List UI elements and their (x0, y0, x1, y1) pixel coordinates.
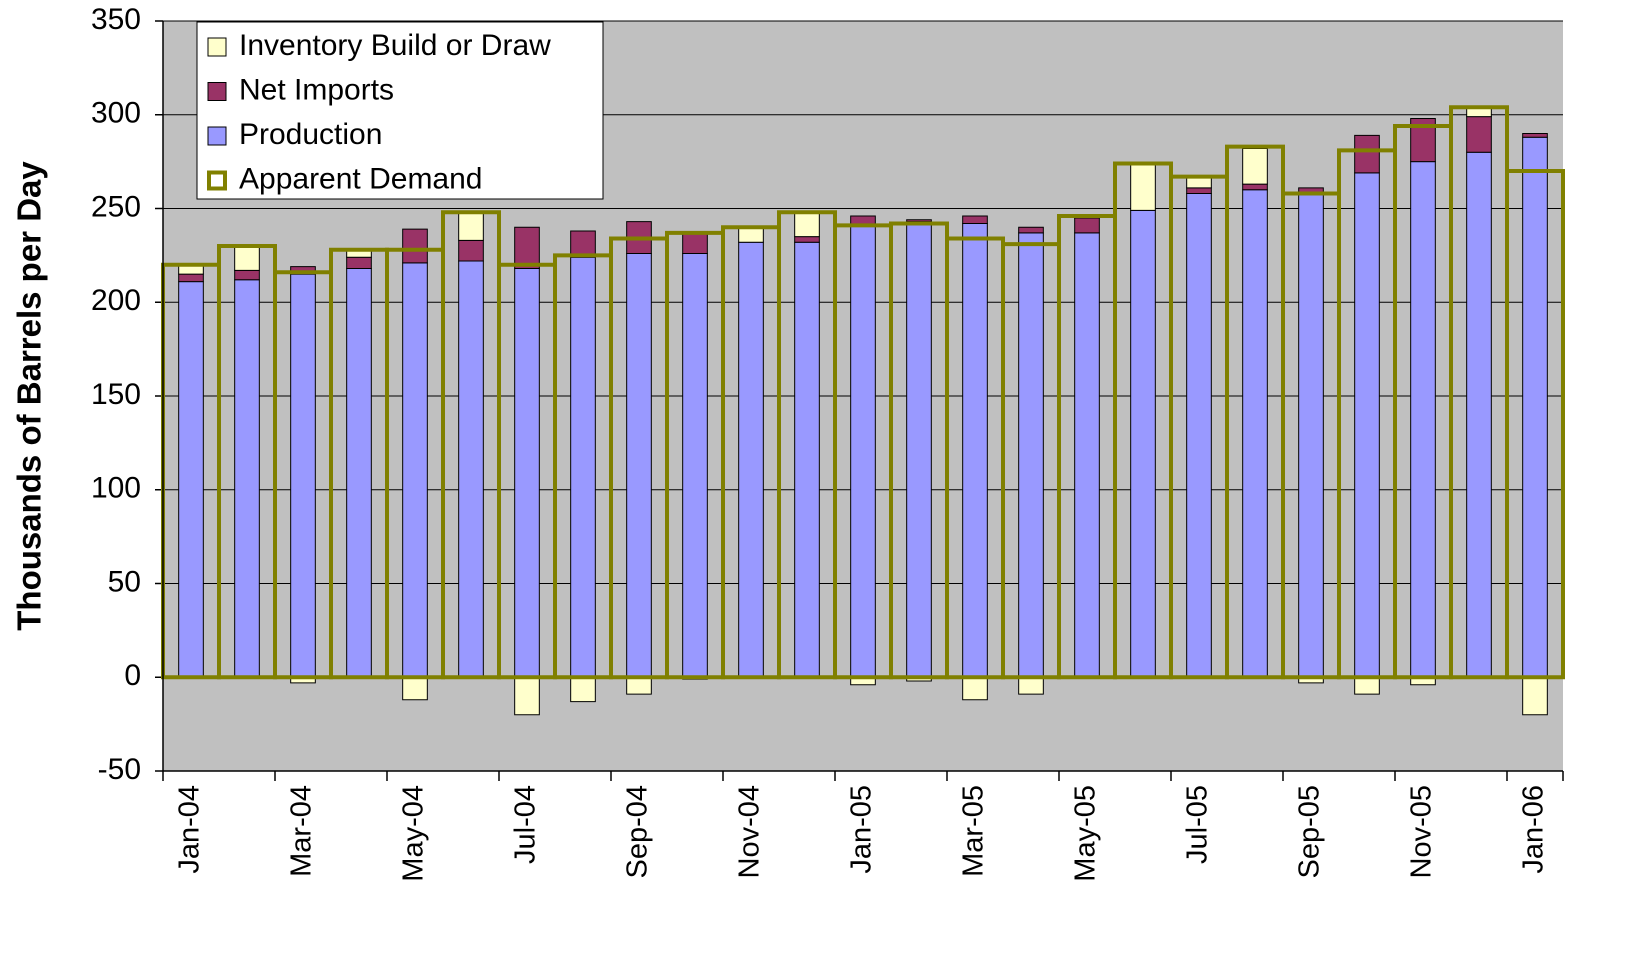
net-imports-bar (1242, 183, 1268, 191)
production-bar (626, 253, 652, 678)
production-bar (290, 273, 316, 678)
net-imports-bar (1186, 187, 1212, 194)
inventory-bar (458, 211, 484, 241)
net-imports-bar (346, 256, 372, 269)
legend-label: Net Imports (239, 73, 394, 106)
net-imports-bar (1018, 226, 1044, 234)
production-bar (234, 279, 260, 678)
net-imports-bar (1522, 133, 1548, 138)
x-tick-label: Nov-04 (734, 785, 766, 879)
production-bar (1354, 172, 1380, 678)
inventory-bar (1354, 676, 1380, 695)
net-imports-bar (1074, 217, 1100, 234)
x-tick-label: Mar-04 (286, 785, 318, 877)
legend-swatch (207, 82, 227, 101)
inventory-bar (514, 676, 540, 716)
net-imports-bar (234, 269, 260, 281)
production-bar (1522, 136, 1548, 678)
production-bar (178, 281, 204, 678)
production-bar (1130, 209, 1156, 678)
legend-swatch (207, 37, 227, 57)
y-axis-title: Thousands of Barrels per Day (11, 161, 48, 631)
x-tick-label: Jan-05 (846, 785, 878, 874)
net-imports-bar (458, 239, 484, 262)
inventory-bar (1522, 676, 1548, 716)
production-bar (1018, 232, 1044, 678)
x-tick-label: Sep-04 (622, 785, 654, 879)
net-imports-bar (1466, 116, 1492, 153)
production-bar (794, 241, 820, 678)
x-tick-label: Nov-05 (1406, 785, 1438, 879)
production-bar (682, 253, 708, 678)
net-imports-bar (402, 228, 428, 264)
y-tick-label: 0 (124, 659, 141, 692)
y-tick-label: 300 (91, 97, 141, 130)
production-bar (1298, 193, 1324, 678)
net-imports-bar (514, 226, 540, 269)
production-bar (402, 262, 428, 678)
x-tick-label: Jan-04 (174, 785, 206, 874)
y-tick-label: -50 (98, 753, 141, 786)
inventory-bar (234, 245, 260, 271)
legend (196, 21, 604, 200)
demand-step (1505, 169, 1565, 680)
inventory-bar (402, 676, 428, 701)
x-tick-label: Jan-06 (1518, 785, 1550, 874)
net-imports-bar (906, 219, 932, 223)
production-bar (1466, 151, 1492, 678)
y-tick-label: 150 (91, 378, 141, 411)
legend-label: Inventory Build or Draw (239, 29, 551, 62)
production-bar (1410, 161, 1436, 678)
x-tick-label: Mar-05 (958, 785, 990, 877)
y-tick-label: 100 (91, 472, 141, 505)
y-tick-label: 350 (91, 3, 141, 36)
production-bar (906, 221, 932, 678)
legend-swatch (207, 126, 227, 146)
production-bar (962, 223, 988, 678)
net-imports-bar (962, 215, 988, 224)
production-bar (738, 241, 764, 678)
net-imports-bar (570, 230, 596, 258)
legend-label: Production (239, 118, 382, 151)
production-bar (346, 268, 372, 678)
production-bar (1074, 232, 1100, 678)
inventory-bar (1018, 676, 1044, 695)
production-bar (1186, 193, 1212, 678)
production-bar (850, 224, 876, 678)
inventory-bar (570, 676, 596, 703)
net-imports-bar (1354, 134, 1380, 174)
x-tick-label: Jul-05 (1182, 785, 1214, 864)
y-tick-label: 50 (108, 565, 141, 598)
legend-swatch (207, 170, 227, 191)
x-tick-label: Jul-04 (510, 785, 542, 864)
production-bar (458, 260, 484, 678)
inventory-bar (794, 211, 820, 238)
net-imports-bar (794, 236, 820, 243)
production-bar (570, 256, 596, 678)
legend-label: Apparent Demand (239, 162, 483, 195)
y-tick-label: 250 (91, 190, 141, 223)
inventory-bar (962, 676, 988, 701)
inventory-bar (1242, 148, 1268, 185)
net-imports-bar (178, 273, 204, 283)
inventory-bar (1130, 163, 1156, 211)
x-tick-label: May-05 (1070, 785, 1102, 882)
net-imports-bar (682, 232, 708, 254)
production-bar (514, 268, 540, 678)
inventory-bar (738, 226, 764, 243)
x-tick-label: May-04 (398, 785, 430, 882)
y-tick-label: 200 (91, 284, 141, 317)
x-tick-label: Sep-05 (1294, 785, 1326, 879)
inventory-bar (626, 676, 652, 695)
production-bar (1242, 189, 1268, 678)
